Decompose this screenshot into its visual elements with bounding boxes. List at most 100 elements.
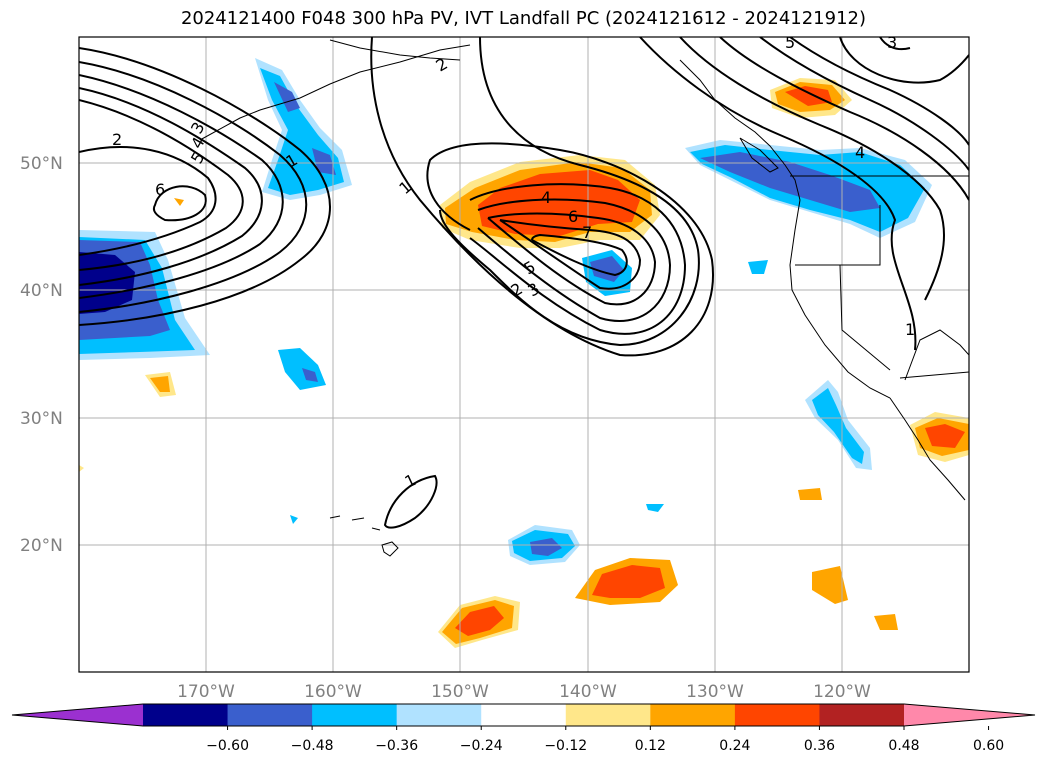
contour-label-e4: 4 [855,143,865,162]
negative-speck-23n [646,504,664,512]
colorbar-box [650,704,736,726]
lat-label-30n: 30°N [20,409,63,429]
contour-label-w6: 6 [155,180,165,199]
map-frame [78,36,970,673]
contour-east-6 [839,37,969,84]
contour-label-6: 6 [568,207,578,226]
lon-label-130w: 130°W [686,682,744,702]
contour-label-4: 4 [541,188,551,207]
contour-label-w2: 2 [112,130,122,149]
baja-coastline [889,397,966,501]
contour-west-5 [79,99,244,271]
alaska-coastline [199,44,471,141]
mexico-border [899,371,969,379]
contour-central-7 [531,233,628,277]
negative-streamer-north-core2 [274,82,300,112]
lat-label-50n: 50°N [20,154,63,174]
us-state-border [795,205,881,266]
colorbar-tick-label: −0.60 [206,738,249,754]
contour-label-e1: 1 [905,320,915,339]
contour-label-e5: 5 [785,33,795,52]
colorbar: −0.60 −0.48 −0.36 −0.24 −0.12 0.12 0.24 0.36 0.4… [11,703,1036,754]
contour-central-4 [477,198,672,323]
contour-west-6 [79,146,217,256]
colorbar-tick-label: 0.60 [973,738,1004,754]
colorbar-tick-label: 0.36 [804,738,835,754]
contour-central-5 [487,212,657,306]
colorbar-tick-label: 0.12 [635,738,666,754]
positive-blob-small-east [798,488,822,500]
hawaii-islands [329,515,399,557]
lat-labels: 20°N 30°N 40°N 50°N [20,154,63,556]
map-title: 2024121400 F048 300 hPa PV, IVT Landfall… [180,8,867,29]
negative-streamer-baja-core [812,388,864,464]
lon-label-170w: 170°W [177,682,235,702]
colorbar-outline [11,703,1036,727]
contour-central-6 [499,219,642,290]
colorbar-box [734,704,820,726]
colorbar-tick-label: −0.48 [291,738,334,754]
lon-label-150w: 150°W [431,682,489,702]
positive-blob-small-west-core [150,376,170,392]
negative-band-coast-core2 [700,152,880,212]
lon-label-120w: 120°W [813,682,871,702]
colorbar-box [819,704,905,726]
contour-east-4 [759,37,969,171]
colorbar-box [565,704,651,726]
contour-west-4 [79,87,263,286]
colorbar-tick-label: 0.24 [719,738,750,754]
contour-west-2 [79,61,308,313]
pv-contours [79,37,969,529]
colorbar-box [143,704,229,726]
lon-labels: 170°W 160°W 150°W 140°W 130°W 120°W [177,682,871,702]
us-state-border-2 [839,264,891,371]
us-west-coastline [789,199,891,399]
positive-speck-47n [174,198,184,206]
negative-blob-20n-core2 [530,538,562,556]
colorbar-extend-min [12,704,143,726]
colorbar-tick-label: −0.12 [544,738,587,754]
contour-central-1 [370,37,714,357]
positive-blob-12n-core2 [455,606,504,636]
contour-hawaii [383,474,438,529]
positive-speck-west [79,465,84,472]
contour-label-e3: 3 [887,33,897,52]
colorbar-tick-label: 0.48 [888,738,919,754]
bc-coastline [679,59,801,201]
positive-blob-14n [874,614,898,630]
negative-blob-west-core4 [79,252,135,314]
contour-east-3 [719,37,969,201]
positive-blob-mexico-core2 [925,424,965,448]
contour-central-3 [469,183,687,335]
colorbar-extend-max [904,704,1035,726]
contour-east-7 [879,37,911,51]
colorbar-tick-label: −0.36 [375,738,418,754]
contour-west-3 [79,74,284,299]
positive-blob-15n-core [592,565,665,598]
contour-east-5 [789,37,969,146]
colorbar-box [396,704,482,726]
colorbar-box [227,704,313,726]
alaska-coastline-north [329,39,461,61]
contour-east-1 [639,37,917,351]
gulf-california-coastline [904,329,969,381]
negative-blob-mid1-core [302,368,318,382]
lon-label-140w: 140°W [559,682,617,702]
lat-label-20n: 20°N [20,536,63,556]
positive-blob-north-core2 [785,86,832,106]
colorbar-box [481,704,567,726]
lon-label-160w: 160°W [304,682,362,702]
colorbar-box [312,704,398,726]
contour-west-1 [79,47,331,326]
negative-blob-small-coast [748,260,768,274]
colorbar-tick-label: −0.24 [460,738,503,754]
contour-label-7: 7 [582,223,592,242]
positive-blob-17n [812,566,848,604]
negative-speck-22n [290,515,298,524]
coastlines [199,39,969,557]
contour-central-2 [439,37,700,347]
gridlines [79,37,969,672]
lat-label-40n: 40°N [20,281,63,301]
contour-east-2 [679,37,946,301]
